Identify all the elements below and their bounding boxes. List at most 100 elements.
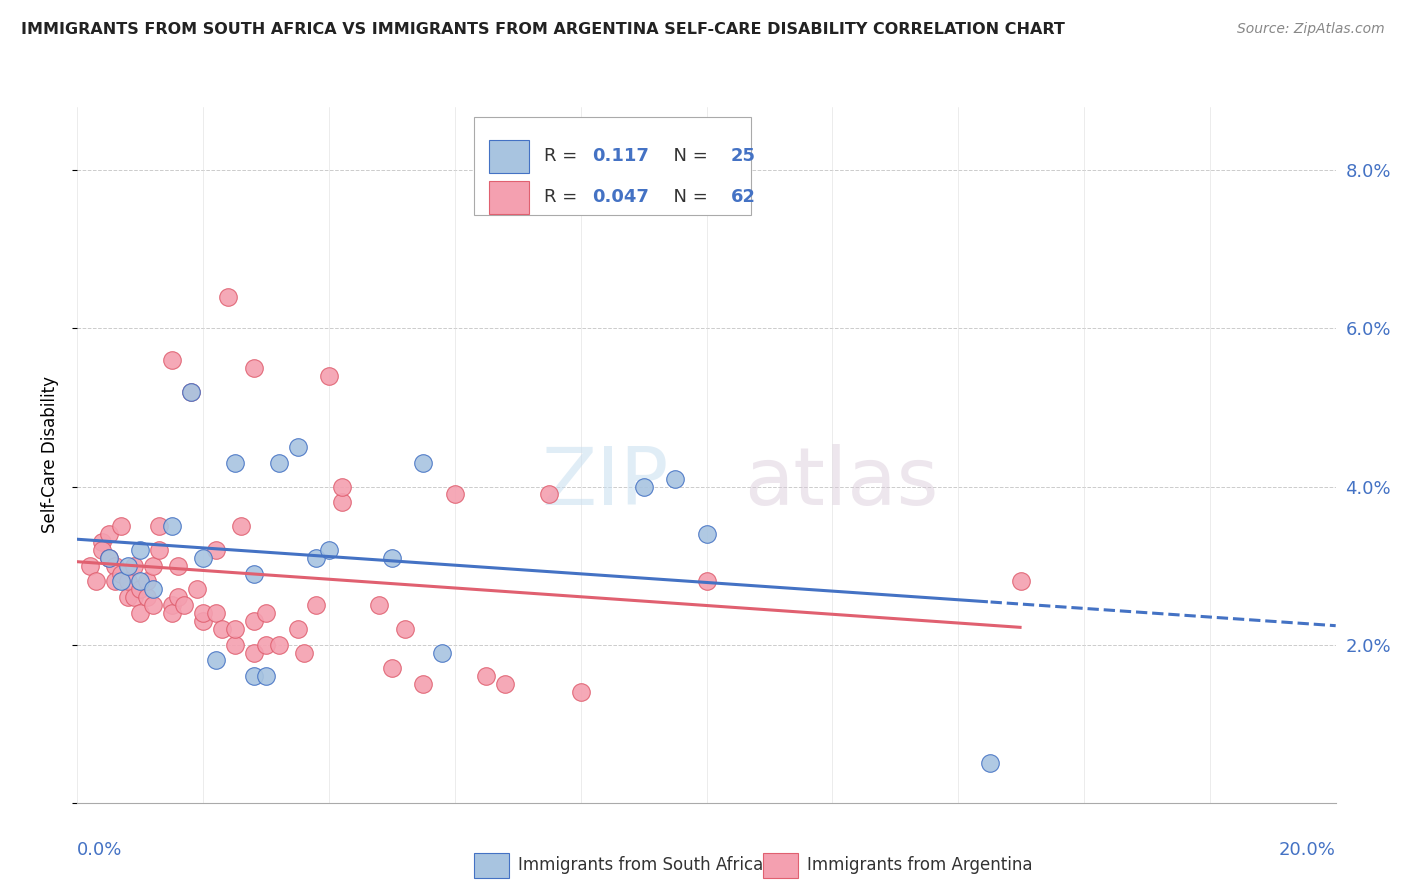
Point bbox=[135, 591, 157, 605]
Point bbox=[664, 472, 686, 486]
Point bbox=[110, 566, 132, 581]
Point bbox=[979, 756, 1001, 771]
Point bbox=[242, 614, 264, 628]
Point bbox=[142, 582, 165, 597]
Point bbox=[160, 606, 183, 620]
Point bbox=[97, 550, 120, 565]
Text: 20.0%: 20.0% bbox=[1279, 841, 1336, 859]
FancyBboxPatch shape bbox=[489, 140, 529, 173]
Point bbox=[267, 456, 290, 470]
Point bbox=[569, 685, 592, 699]
Point bbox=[148, 542, 170, 557]
Text: 0.117: 0.117 bbox=[592, 147, 650, 165]
Text: IMMIGRANTS FROM SOUTH AFRICA VS IMMIGRANTS FROM ARGENTINA SELF-CARE DISABILITY C: IMMIGRANTS FROM SOUTH AFRICA VS IMMIGRAN… bbox=[21, 22, 1064, 37]
Point bbox=[148, 519, 170, 533]
Text: 0.0%: 0.0% bbox=[77, 841, 122, 859]
Point bbox=[242, 360, 264, 375]
Y-axis label: Self-Care Disability: Self-Care Disability bbox=[41, 376, 59, 533]
Point bbox=[117, 574, 139, 589]
Point bbox=[242, 646, 264, 660]
Point bbox=[1010, 574, 1032, 589]
Point bbox=[444, 487, 467, 501]
Point bbox=[305, 550, 328, 565]
Point bbox=[254, 606, 277, 620]
Point bbox=[217, 290, 239, 304]
Text: 0.047: 0.047 bbox=[592, 188, 650, 206]
Point bbox=[267, 638, 290, 652]
Point bbox=[287, 622, 309, 636]
Point bbox=[142, 558, 165, 573]
FancyBboxPatch shape bbox=[763, 853, 799, 878]
Point bbox=[381, 550, 404, 565]
Point bbox=[167, 591, 190, 605]
FancyBboxPatch shape bbox=[474, 118, 751, 215]
Point bbox=[368, 598, 391, 612]
Point bbox=[394, 622, 416, 636]
Point bbox=[191, 606, 215, 620]
Point bbox=[129, 542, 152, 557]
Point bbox=[135, 574, 157, 589]
Point bbox=[180, 384, 202, 399]
Point bbox=[122, 591, 145, 605]
Text: Immigrants from Argentina: Immigrants from Argentina bbox=[807, 856, 1032, 874]
Point bbox=[91, 534, 114, 549]
Point bbox=[318, 542, 340, 557]
Point bbox=[305, 598, 328, 612]
Text: N =: N = bbox=[662, 147, 714, 165]
Point bbox=[160, 598, 183, 612]
Text: R =: R = bbox=[544, 188, 583, 206]
Point bbox=[211, 622, 233, 636]
Point bbox=[224, 622, 246, 636]
Point bbox=[104, 558, 127, 573]
Point bbox=[142, 598, 165, 612]
Point bbox=[242, 669, 264, 683]
Point bbox=[538, 487, 561, 501]
Point bbox=[180, 384, 202, 399]
Text: atlas: atlas bbox=[744, 443, 939, 522]
Point bbox=[129, 574, 152, 589]
Text: 25: 25 bbox=[731, 147, 755, 165]
Point bbox=[110, 574, 132, 589]
Point bbox=[696, 527, 718, 541]
Point bbox=[160, 519, 183, 533]
Point bbox=[117, 558, 139, 573]
Point bbox=[79, 558, 101, 573]
Point bbox=[330, 495, 353, 509]
Point bbox=[696, 574, 718, 589]
Point bbox=[91, 542, 114, 557]
Point bbox=[494, 677, 516, 691]
Point bbox=[129, 606, 152, 620]
Point bbox=[412, 677, 434, 691]
Point bbox=[122, 558, 145, 573]
Point bbox=[84, 574, 107, 589]
Point bbox=[204, 542, 226, 557]
Point bbox=[129, 582, 152, 597]
Point bbox=[167, 558, 190, 573]
Point bbox=[191, 614, 215, 628]
Point bbox=[287, 440, 309, 454]
Text: R =: R = bbox=[544, 147, 583, 165]
Point bbox=[186, 582, 208, 597]
Point bbox=[318, 368, 340, 383]
Point bbox=[160, 353, 183, 368]
Point bbox=[97, 550, 120, 565]
Text: 62: 62 bbox=[731, 188, 755, 206]
Point bbox=[432, 646, 454, 660]
Point bbox=[254, 669, 277, 683]
Point bbox=[475, 669, 498, 683]
Point bbox=[412, 456, 434, 470]
Text: N =: N = bbox=[662, 188, 714, 206]
Point bbox=[381, 661, 404, 675]
Point bbox=[224, 638, 246, 652]
Point bbox=[204, 606, 226, 620]
Point bbox=[191, 550, 215, 565]
Point bbox=[224, 456, 246, 470]
FancyBboxPatch shape bbox=[474, 853, 509, 878]
Point bbox=[229, 519, 252, 533]
Point bbox=[330, 479, 353, 493]
FancyBboxPatch shape bbox=[489, 181, 529, 214]
Point bbox=[97, 527, 120, 541]
Point bbox=[254, 638, 277, 652]
Point bbox=[204, 653, 226, 667]
Text: ZIP: ZIP bbox=[541, 443, 669, 522]
